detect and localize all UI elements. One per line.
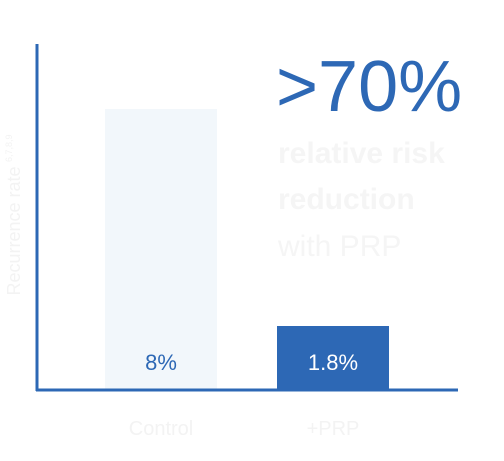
callout-line-2: reduction xyxy=(278,183,415,216)
y-axis-label-superscript: 6,7,8,9 xyxy=(4,134,14,162)
data-label-prp: 1.8% xyxy=(308,350,358,375)
callout-line-1: relative risk xyxy=(278,137,445,170)
category-label-control: Control xyxy=(129,418,193,440)
callout-line-3: with PRP xyxy=(277,230,401,263)
bar-prp xyxy=(277,326,389,389)
category-label-prp: +PRP xyxy=(307,418,360,440)
y-axis-label: Recurrence rate xyxy=(4,166,24,295)
y-axis-title: Recurrence rate 6,7,8,9 xyxy=(4,134,24,295)
data-label-control: 8% xyxy=(145,350,177,375)
bar-control xyxy=(105,109,217,389)
callout-headline: >70% xyxy=(276,47,462,127)
svg-text:Recurrence rate 6,7,8,9: Recurrence rate 6,7,8,9 xyxy=(4,134,24,295)
